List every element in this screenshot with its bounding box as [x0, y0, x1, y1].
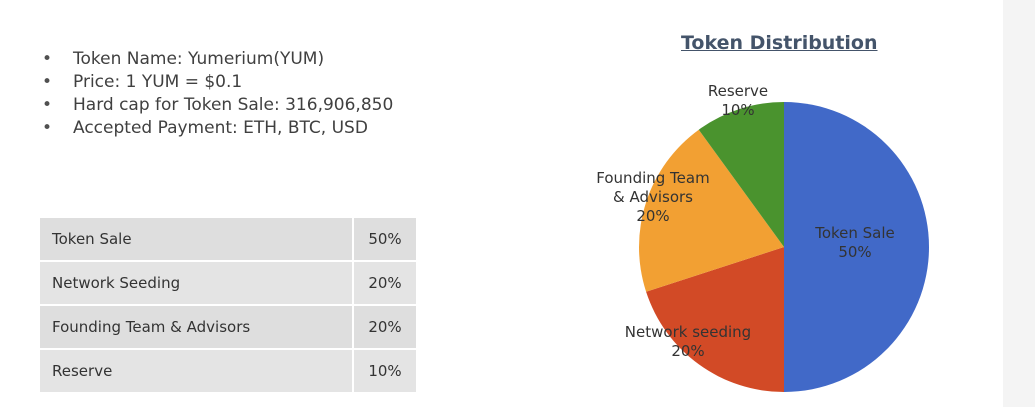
pie-label-reserve: Reserve 10%: [708, 82, 768, 119]
pie-chart: Token Sale 50% Network seeding 20% Founding …: [596, 82, 929, 392]
bullet-accepted-payment: Accepted Payment: ETH, BTC, USD: [38, 117, 393, 140]
chart-title: Token Distribution: [681, 32, 878, 54]
pie-slice-founding-team-and-advisors: [639, 129, 784, 292]
table-row: Network Seeding 20%: [40, 261, 416, 306]
right-margin-strip: [1003, 0, 1035, 407]
pie-slices: [639, 102, 929, 392]
pie-slice-network-seeding: [646, 247, 784, 392]
slide: Token Name: Yumerium(YUM) Price: 1 YUM =…: [0, 0, 1003, 407]
table-cell-pct: 10%: [353, 349, 416, 394]
table-row: Founding Team & Advisors 20%: [40, 305, 416, 350]
pie-slice-reserve: [698, 102, 784, 247]
bullet-hard-cap: Hard cap for Token Sale: 316,906,850: [38, 94, 393, 117]
pie-labels: Token Sale 50% Network seeding 20% Founding …: [596, 82, 894, 360]
table-cell-name: Network Seeding: [40, 261, 354, 306]
table-cell-name: Founding Team & Advisors: [40, 305, 354, 350]
pie-slice-token-sale: [784, 102, 929, 392]
token-info-list: Token Name: Yumerium(YUM) Price: 1 YUM =…: [38, 48, 393, 140]
pie-label-network-seeding: Network seeding 20%: [625, 323, 751, 360]
distribution-table: Token Sale 50% Network Seeding 20% Found…: [40, 218, 416, 394]
table-cell-pct: 50%: [353, 218, 416, 262]
table-cell-name: Reserve: [40, 349, 354, 394]
pie-label-token-sale: Token Sale 50%: [814, 224, 895, 261]
table-cell-pct: 20%: [353, 261, 416, 306]
bullet-price: Price: 1 YUM = $0.1: [38, 71, 393, 94]
table-cell-name: Token Sale: [40, 218, 354, 262]
table-row: Token Sale 50%: [40, 218, 416, 262]
table-row: Reserve 10%: [40, 349, 416, 394]
bullet-token-name: Token Name: Yumerium(YUM): [38, 48, 393, 71]
pie-label-founding-team-and-advisors: Founding Team & Advisors 20%: [596, 169, 709, 225]
table-cell-pct: 20%: [353, 305, 416, 350]
